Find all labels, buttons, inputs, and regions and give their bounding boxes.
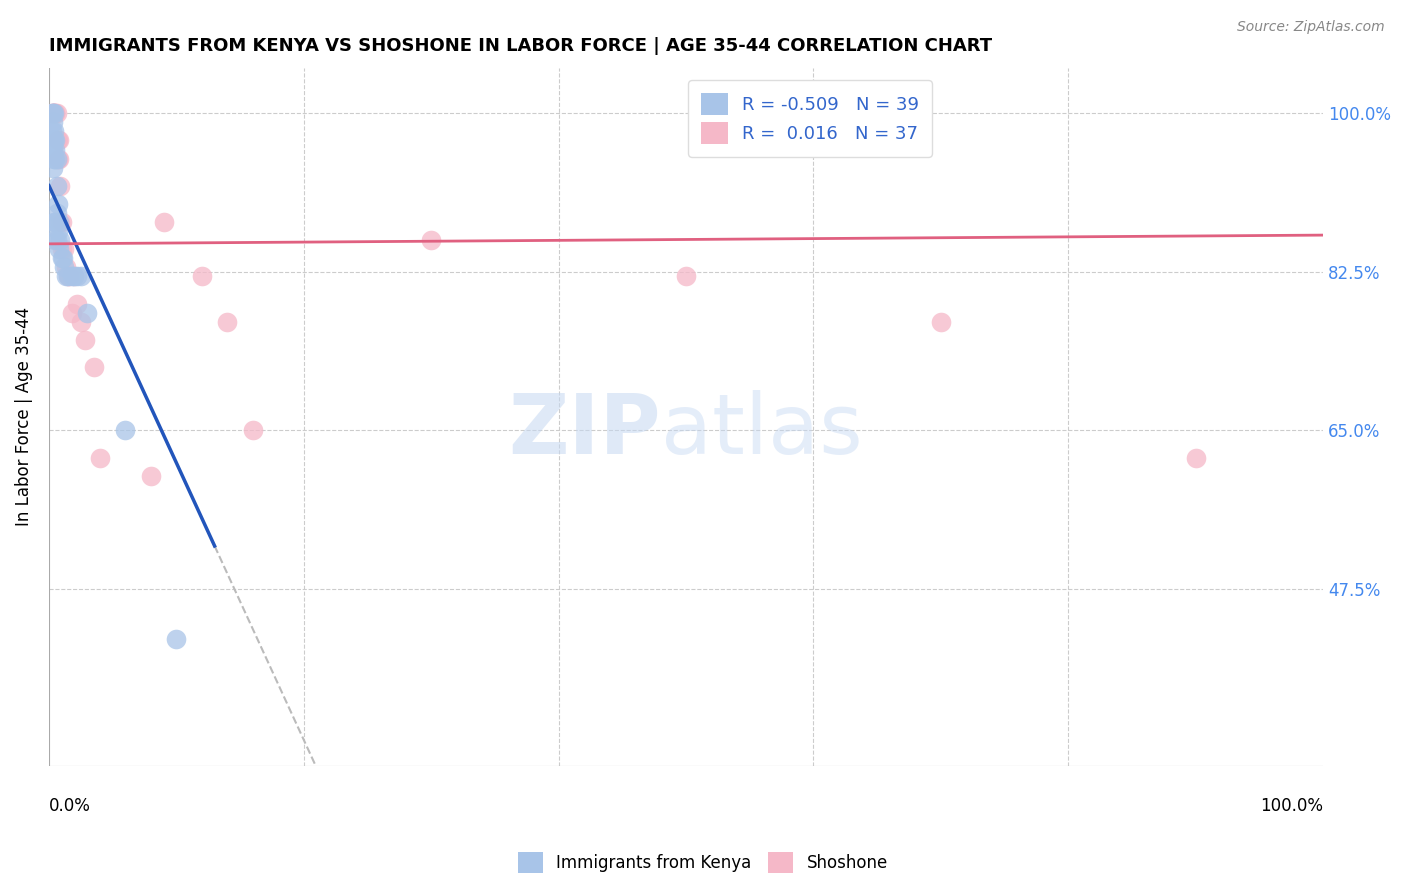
Point: [675, 269, 697, 284]
Point: [44, 106, 66, 120]
Y-axis label: In Labor Force | Age 35-44: In Labor Force | Age 35-44: [15, 307, 32, 526]
Point: [44, 106, 66, 120]
Point: [48, 152, 70, 166]
Text: atlas: atlas: [661, 391, 862, 471]
Point: [191, 269, 214, 284]
Point: [56, 269, 79, 284]
Point: [42, 133, 65, 147]
Point: [51, 242, 73, 256]
Point: [46, 133, 69, 147]
Point: [42, 106, 65, 120]
Point: [49, 178, 72, 193]
Point: [152, 215, 174, 229]
Point: [42, 161, 65, 175]
Point: [42, 143, 65, 157]
Point: [242, 424, 264, 438]
Point: [44, 152, 66, 166]
Legend: Immigrants from Kenya, Shoshone: Immigrants from Kenya, Shoshone: [512, 846, 894, 880]
Point: [139, 468, 162, 483]
Point: [46, 224, 69, 238]
Point: [44, 143, 66, 157]
Point: [48, 242, 70, 256]
Point: [53, 260, 76, 275]
Point: [69, 269, 91, 284]
Point: [41, 106, 63, 120]
Point: [42, 124, 65, 138]
Point: [63, 269, 86, 284]
Point: [42, 106, 65, 120]
Point: [73, 333, 96, 347]
Point: [45, 133, 67, 147]
Point: [89, 450, 111, 465]
Point: [44, 233, 66, 247]
Point: [46, 152, 69, 166]
Point: [929, 315, 952, 329]
Point: [48, 215, 70, 229]
Point: [52, 252, 75, 266]
Point: [41, 106, 63, 120]
Point: [44, 133, 66, 147]
Point: [42, 106, 65, 120]
Point: [45, 152, 67, 166]
Point: [51, 215, 73, 229]
Point: [420, 233, 443, 247]
Point: [42, 115, 65, 129]
Point: [66, 296, 89, 310]
Point: [48, 133, 70, 147]
Point: [55, 269, 77, 284]
Point: [66, 269, 89, 284]
Text: IMMIGRANTS FROM KENYA VS SHOSHONE IN LABOR FORCE | AGE 35-44 CORRELATION CHART: IMMIGRANTS FROM KENYA VS SHOSHONE IN LAB…: [49, 37, 993, 55]
Point: [63, 269, 86, 284]
Point: [76, 305, 98, 319]
Point: [165, 632, 187, 646]
Point: [1184, 450, 1206, 465]
Point: [56, 269, 79, 284]
Point: [49, 215, 72, 229]
Point: [114, 424, 136, 438]
Text: 0.0%: 0.0%: [49, 797, 91, 815]
Point: [58, 269, 80, 284]
Point: [45, 206, 67, 220]
Point: [60, 269, 83, 284]
Point: [42, 106, 65, 120]
Point: [217, 315, 239, 329]
Point: [60, 305, 83, 319]
Point: [45, 106, 67, 120]
Point: [51, 252, 73, 266]
Point: [44, 215, 66, 229]
Point: [83, 359, 105, 374]
Point: [42, 106, 65, 120]
Point: [69, 315, 91, 329]
Point: [46, 197, 69, 211]
Point: [41, 124, 63, 138]
Text: ZIP: ZIP: [508, 391, 661, 471]
Text: Source: ZipAtlas.com: Source: ZipAtlas.com: [1237, 20, 1385, 34]
Text: 100.0%: 100.0%: [1260, 797, 1323, 815]
Point: [42, 106, 65, 120]
Point: [42, 133, 65, 147]
Point: [49, 233, 72, 247]
Point: [41, 143, 63, 157]
Point: [42, 152, 65, 166]
Legend: R = -0.509   N = 39, R =  0.016   N = 37: R = -0.509 N = 39, R = 0.016 N = 37: [688, 80, 932, 157]
Point: [45, 233, 67, 247]
Point: [42, 215, 65, 229]
Point: [45, 178, 67, 193]
Point: [55, 260, 77, 275]
Point: [53, 242, 76, 256]
